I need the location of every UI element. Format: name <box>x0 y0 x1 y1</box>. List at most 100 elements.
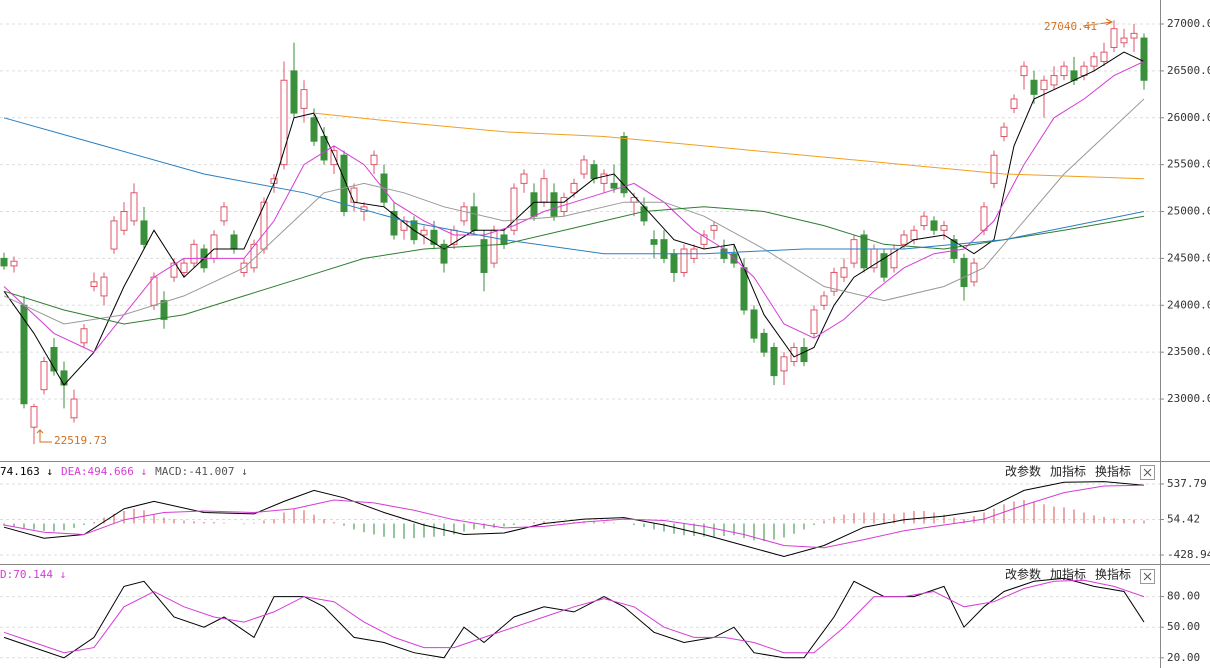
candle-body <box>490 229 498 264</box>
candle-body <box>1010 98 1018 109</box>
close-icon <box>1143 572 1152 581</box>
indicator-button[interactable]: 换指标 <box>1095 464 1131 479</box>
candle-body <box>920 215 928 227</box>
candle-body <box>170 262 178 278</box>
candle-body <box>0 257 8 267</box>
candle-body <box>130 192 138 222</box>
candle-body <box>810 309 818 334</box>
candle-body <box>930 220 938 231</box>
series-line <box>3 481 1145 558</box>
candle-body <box>910 229 918 241</box>
candle-body <box>1050 75 1058 86</box>
candle-body <box>330 150 338 166</box>
y-tick-label: 25500.00 <box>1167 158 1210 171</box>
candle-body <box>550 192 558 217</box>
y-tick-label: 54.42 <box>1167 512 1200 525</box>
y-tick-label: 24500.00 <box>1167 251 1210 264</box>
candle-body <box>350 187 358 203</box>
candle-body <box>320 136 328 161</box>
indicator-label: 74.163 ↓ <box>0 465 53 478</box>
candle-body <box>1100 51 1108 63</box>
candle-body <box>100 276 108 297</box>
indicator-label: DEA:494.666 ↓ <box>61 465 147 478</box>
candle-body <box>660 239 668 259</box>
candle-body <box>840 267 848 278</box>
indicator-label: MACD:-41.007 ↓ <box>155 465 248 478</box>
candle-body <box>480 239 488 273</box>
candle-body <box>740 267 748 311</box>
indicator-button[interactable]: 换指标 <box>1095 567 1131 582</box>
candle-body <box>1120 37 1128 44</box>
candle-body <box>680 248 688 273</box>
candle-body <box>800 346 808 363</box>
candle-body <box>290 70 298 114</box>
indicator-button[interactable]: 改参数 <box>1005 464 1041 479</box>
candle-body <box>900 234 908 245</box>
series-line <box>3 579 1145 654</box>
candle-body <box>1030 79 1038 95</box>
candle-body <box>610 182 618 189</box>
candle-body <box>50 346 58 372</box>
candle-body <box>280 79 288 166</box>
series-line <box>3 61 1145 353</box>
y-tick-label: 50.00 <box>1167 620 1200 633</box>
y-tick-label: 26500.00 <box>1167 64 1210 77</box>
candle-body <box>820 295 828 306</box>
annotation: 22519.73 <box>54 434 107 447</box>
candle-body <box>30 406 38 428</box>
candle-body <box>40 361 48 391</box>
candle-body <box>70 398 78 419</box>
candle-body <box>650 239 658 245</box>
indicator-button[interactable]: 加指标 <box>1050 567 1086 582</box>
candle-body <box>990 154 998 184</box>
series-line <box>3 98 1145 325</box>
close-button[interactable] <box>1140 465 1155 480</box>
close-button[interactable] <box>1140 569 1155 584</box>
candle-body <box>790 346 798 363</box>
candle-body <box>300 89 308 109</box>
candle-body <box>580 159 588 175</box>
candle-body <box>150 276 158 306</box>
candle-body <box>340 154 348 213</box>
candle-body <box>770 346 778 377</box>
candle-body <box>460 206 468 222</box>
y-tick-label: 80.00 <box>1167 590 1200 603</box>
candle-body <box>960 257 968 288</box>
candle-body <box>710 225 718 231</box>
indicator-button[interactable]: 加指标 <box>1050 464 1086 479</box>
candle-body <box>780 356 788 372</box>
candle-body <box>760 332 768 353</box>
candle-body <box>700 234 708 245</box>
candle-body <box>80 328 88 344</box>
candle-body <box>570 182 578 194</box>
candle-body <box>750 309 758 339</box>
candle-body <box>830 271 838 292</box>
candle-body <box>880 253 888 278</box>
indicator-label: D:70.144 ↓ <box>0 568 66 581</box>
y-tick-label: -428.94 <box>1167 548 1210 561</box>
candle-body <box>980 206 988 231</box>
close-icon <box>1143 468 1152 477</box>
candle-body <box>10 260 18 267</box>
candle-body <box>620 136 628 194</box>
y-tick-label: 27000.00 <box>1167 17 1210 30</box>
candle-body <box>940 225 948 231</box>
candle-body <box>390 211 398 236</box>
candle-body <box>950 239 958 259</box>
indicator-button[interactable]: 改参数 <box>1005 567 1041 582</box>
y-tick-label: 20.00 <box>1167 651 1200 664</box>
candle-body <box>1130 32 1138 39</box>
series-line <box>3 484 1145 549</box>
candle-body <box>160 300 168 320</box>
candle-body <box>1110 28 1118 48</box>
annotation-arrow <box>36 429 52 443</box>
candle-body <box>140 220 148 245</box>
series-line <box>313 112 1145 180</box>
candle-body <box>420 229 428 236</box>
candle-body <box>510 187 518 231</box>
candle-body <box>110 220 118 250</box>
candle-body <box>540 178 548 203</box>
